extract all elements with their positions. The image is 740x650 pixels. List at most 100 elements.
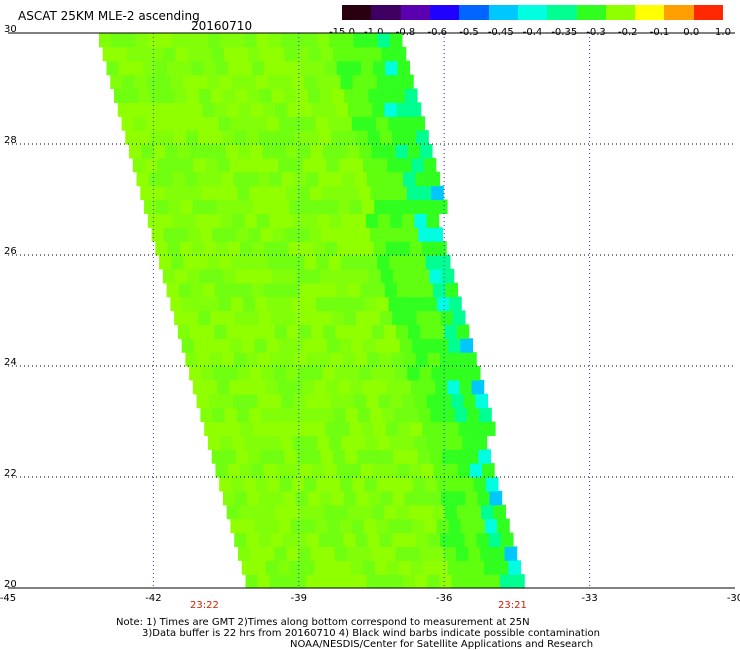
swath-cell xyxy=(359,144,372,159)
swath-cell xyxy=(317,33,330,48)
swath-cell xyxy=(217,379,230,395)
swath-cell xyxy=(303,116,316,131)
swath-cell xyxy=(248,227,262,242)
swath-cell xyxy=(353,33,367,48)
swath-cell xyxy=(272,46,286,62)
swath-cell xyxy=(106,60,120,76)
swath-cell xyxy=(241,379,255,395)
swath-cell xyxy=(178,102,192,117)
swath-cell xyxy=(307,88,321,103)
swath-cell xyxy=(399,338,413,353)
swath-cell xyxy=(220,435,233,450)
swath-cell xyxy=(238,504,252,520)
swath-cell xyxy=(240,241,253,256)
swath-cell xyxy=(321,407,335,423)
swath-cell xyxy=(297,185,311,201)
swath-cell xyxy=(431,185,444,201)
swath-cell xyxy=(189,144,203,159)
swath-cell xyxy=(403,130,417,145)
swath-cell xyxy=(383,366,396,381)
swath-cell xyxy=(189,366,202,381)
swath-cell xyxy=(211,268,225,284)
swath-cell xyxy=(504,546,518,561)
swath-cell xyxy=(427,171,441,187)
swath-cell xyxy=(343,532,356,547)
swath-cell xyxy=(289,379,303,395)
swath-cell xyxy=(355,352,368,367)
swath-cell xyxy=(258,532,272,547)
swath-cell xyxy=(292,255,306,270)
swath-cell xyxy=(402,393,416,409)
swath-cell xyxy=(271,310,284,325)
swath-cell xyxy=(238,324,252,339)
swath-cell xyxy=(420,504,434,520)
swath-cell xyxy=(228,421,242,436)
swath-cell xyxy=(474,435,488,450)
swath-cell xyxy=(297,407,311,423)
swath-cell xyxy=(245,393,258,409)
swath-cell xyxy=(234,310,248,325)
swath-cell xyxy=(332,88,345,103)
swath-cell xyxy=(316,255,330,270)
swath-cell xyxy=(395,546,409,561)
swath-cell xyxy=(411,157,425,173)
swath-cell xyxy=(138,88,151,103)
swath-cell xyxy=(359,546,372,561)
swath-cell xyxy=(422,199,436,214)
swath-cell xyxy=(451,393,464,409)
swath-cell xyxy=(425,255,439,270)
swath-cell xyxy=(310,366,324,381)
swath-cell xyxy=(488,532,502,547)
swath-cell xyxy=(312,241,326,256)
swath-cell xyxy=(240,421,254,436)
swath-cell xyxy=(353,213,367,228)
swath-cell xyxy=(392,310,405,325)
lat-label: 22 xyxy=(4,468,17,479)
swath-cell xyxy=(436,518,450,534)
swath-cell xyxy=(368,88,382,103)
swath-cell xyxy=(407,144,421,159)
swath-cell xyxy=(379,532,393,547)
swath-cell xyxy=(262,546,275,561)
swath-cell xyxy=(374,199,388,214)
swath-cell xyxy=(312,60,326,76)
lat-label: 30 xyxy=(4,24,17,35)
lat-label: 28 xyxy=(4,135,17,146)
swath-cell xyxy=(351,338,364,353)
swath-cell xyxy=(232,435,245,450)
swath-cell xyxy=(222,130,235,145)
swath-cell xyxy=(226,324,240,339)
swath-cell xyxy=(316,435,330,450)
swath-cell xyxy=(295,88,309,103)
swath-cell xyxy=(372,463,386,478)
swath-cell xyxy=(377,255,390,270)
swath-cell xyxy=(392,88,406,103)
swath-cell xyxy=(200,227,213,242)
swath-cell xyxy=(369,46,383,62)
swath-cell xyxy=(403,574,416,589)
swath-cell xyxy=(500,532,514,547)
swath-cell xyxy=(312,282,325,298)
swath-cell xyxy=(362,379,376,395)
swath-cell xyxy=(422,421,435,436)
swath-cell xyxy=(300,463,313,478)
swath-cell xyxy=(298,546,312,561)
swath-cell xyxy=(403,352,417,367)
swath-cell xyxy=(222,310,236,325)
swath-cell xyxy=(348,463,362,478)
swath-cell xyxy=(258,130,272,145)
swath-cell xyxy=(191,241,205,256)
swath-cell xyxy=(311,504,325,520)
swath-cell xyxy=(385,60,398,76)
swath-cell xyxy=(352,74,366,90)
swath-cell xyxy=(378,393,392,409)
swath-cell xyxy=(210,130,223,145)
swath-cell xyxy=(404,88,418,103)
swath-cell xyxy=(243,477,257,492)
lon-label: -33 xyxy=(581,593,597,604)
swath-cell xyxy=(389,435,403,450)
swath-cell xyxy=(367,532,381,547)
swath-cell xyxy=(475,574,489,589)
swath-cell xyxy=(232,213,246,228)
swath-cell xyxy=(230,338,243,353)
